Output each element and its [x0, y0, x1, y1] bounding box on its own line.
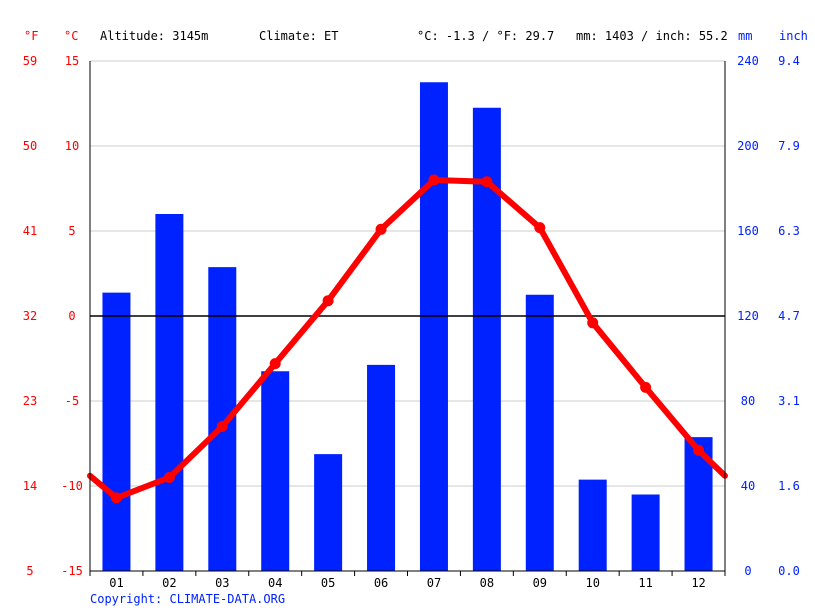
precipitation-bar-06 — [367, 364, 396, 571]
mm-tick-label: 40 — [741, 479, 755, 493]
climate-label: Climate: ET — [259, 29, 338, 43]
fahrenheit-tick-label: 59 — [23, 54, 37, 68]
mm-tick-label: 160 — [737, 224, 759, 238]
unit-inch-label: inch — [779, 29, 808, 43]
month-label-02: 02 — [162, 576, 176, 590]
month-label-07: 07 — [427, 576, 441, 590]
precipitation-bar-01 — [102, 292, 131, 571]
month-label-03: 03 — [215, 576, 229, 590]
temperature-point-07 — [428, 174, 440, 186]
temperature-point-06 — [375, 223, 387, 235]
temperature-point-11 — [640, 381, 652, 393]
month-label-09: 09 — [533, 576, 547, 590]
temperature-line — [87, 174, 728, 504]
temperature-point-04 — [269, 358, 281, 370]
total-precipitation-label: mm: 1403 / inch: 55.2 — [576, 29, 728, 43]
axes — [89, 61, 726, 576]
precipitation-bar-10 — [578, 479, 607, 571]
precipitation-bars — [102, 82, 713, 571]
fahrenheit-tick-label: 50 — [23, 139, 37, 153]
precipitation-bar-04 — [261, 371, 290, 571]
precipitation-bar-09 — [525, 294, 554, 571]
inch-tick-label: 3.1 — [778, 394, 800, 408]
temperature-point-01 — [110, 492, 122, 504]
mm-tick-label: 0 — [744, 564, 751, 578]
temperature-point-05 — [322, 295, 334, 307]
mm-tick-label: 80 — [741, 394, 755, 408]
inch-tick-label: 0.0 — [778, 564, 800, 578]
month-label-04: 04 — [268, 576, 282, 590]
month-label-01: 01 — [109, 576, 123, 590]
fahrenheit-tick-label: 32 — [23, 309, 37, 323]
temperature-point-09 — [534, 222, 546, 234]
inch-tick-label: 1.6 — [778, 479, 800, 493]
celsius-tick-label: -10 — [61, 479, 83, 493]
fahrenheit-tick-label: 41 — [23, 224, 37, 238]
mm-tick-label: 200 — [737, 139, 759, 153]
temperature-line-path — [87, 177, 728, 501]
unit-celsius-label: °C — [64, 29, 78, 43]
temperature-point-12 — [693, 444, 705, 456]
unit-mm-label: mm — [738, 29, 752, 43]
precipitation-bar-11 — [631, 494, 660, 571]
altitude-label: Altitude: 3145m — [100, 29, 208, 43]
temperature-point-03 — [216, 421, 228, 432]
month-label-11: 11 — [638, 576, 652, 590]
unit-fahrenheit-label: °F — [24, 29, 38, 43]
mm-tick-label: 240 — [737, 54, 759, 68]
month-label-08: 08 — [480, 576, 494, 590]
month-label-05: 05 — [321, 576, 335, 590]
precipitation-bar-02 — [155, 214, 184, 571]
celsius-tick-label: 10 — [65, 139, 79, 153]
inch-tick-label: 6.3 — [778, 224, 800, 238]
inch-tick-label: 7.9 — [778, 139, 800, 153]
average-temperature-label: °C: -1.3 / °F: 29.7 — [417, 29, 554, 43]
inch-tick-label: 4.7 — [778, 309, 800, 323]
celsius-tick-label: 15 — [65, 54, 79, 68]
mm-tick-label: 120 — [737, 309, 759, 323]
fahrenheit-tick-label: 23 — [23, 394, 37, 408]
temperature-point-08 — [481, 176, 493, 188]
celsius-tick-label: -15 — [61, 564, 83, 578]
celsius-tick-label: 0 — [68, 309, 75, 323]
copyright-label: Copyright: CLIMATE-DATA.ORG — [90, 592, 285, 606]
precipitation-bar-05 — [314, 454, 343, 571]
tick-labels: 5950413223145151050-5-10-152402001601208… — [23, 54, 800, 590]
month-label-06: 06 — [374, 576, 388, 590]
month-label-10: 10 — [585, 576, 599, 590]
celsius-tick-label: 5 — [68, 224, 75, 238]
temperature-point-02 — [163, 472, 175, 483]
fahrenheit-tick-label: 14 — [23, 479, 37, 493]
celsius-tick-label: -5 — [65, 394, 79, 408]
month-label-12: 12 — [691, 576, 705, 590]
inch-tick-label: 9.4 — [778, 54, 800, 68]
precipitation-bar-07 — [419, 82, 448, 571]
temperature-point-10 — [587, 317, 599, 329]
fahrenheit-tick-label: 5 — [26, 564, 33, 578]
